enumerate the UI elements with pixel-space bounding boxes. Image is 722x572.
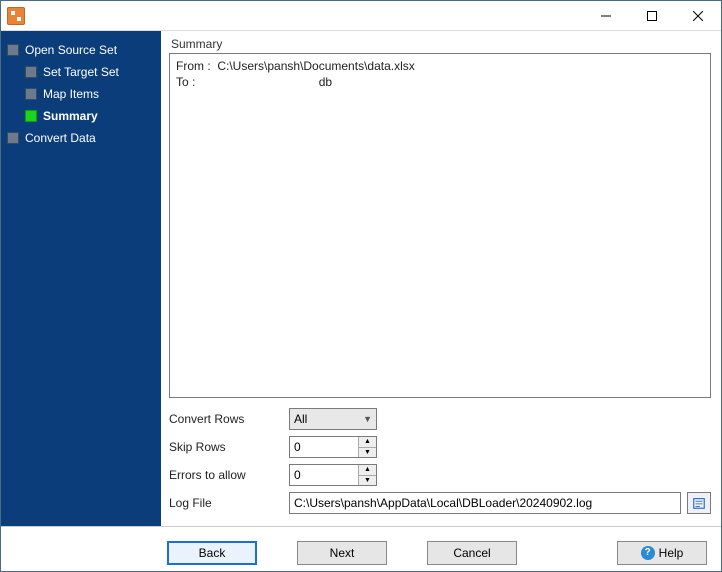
- cancel-button[interactable]: Cancel: [427, 541, 517, 565]
- errors-allow-spinner[interactable]: ▲ ▼: [289, 464, 377, 486]
- cancel-label: Cancel: [453, 546, 490, 560]
- next-button[interactable]: Next: [297, 541, 387, 565]
- summary-from-label: From :: [176, 59, 211, 73]
- errors-allow-input[interactable]: [290, 465, 358, 485]
- help-label: Help: [659, 546, 684, 560]
- summary-from-value: C:\Users\pansh\Documents\data.xlsx: [217, 59, 414, 73]
- close-button[interactable]: [675, 1, 721, 31]
- maximize-icon: [647, 11, 657, 21]
- nav-open-source-set[interactable]: Open Source Set: [7, 39, 159, 61]
- close-icon: [693, 11, 703, 21]
- log-file-input[interactable]: [290, 493, 680, 513]
- skip-rows-label: Skip Rows: [169, 440, 289, 454]
- skip-rows-spinner[interactable]: ▲ ▼: [289, 436, 377, 458]
- summary-title: Summary: [169, 37, 711, 51]
- nav-marker-icon: [25, 66, 37, 78]
- back-label: Back: [199, 546, 226, 560]
- nav-label: Summary: [43, 109, 98, 123]
- nav-label: Map Items: [43, 87, 99, 101]
- back-button[interactable]: Back: [167, 541, 257, 565]
- minimize-button[interactable]: [583, 1, 629, 31]
- summary-to-label: To :: [176, 75, 195, 89]
- nav-summary[interactable]: Summary: [7, 105, 159, 127]
- summary-to-value: db: [319, 75, 332, 89]
- next-label: Next: [330, 546, 355, 560]
- browse-log-button[interactable]: [687, 492, 711, 514]
- spin-up-button[interactable]: ▲: [359, 465, 376, 476]
- skip-rows-input[interactable]: [290, 437, 358, 457]
- nav-set-target-set[interactable]: Set Target Set: [7, 61, 159, 83]
- nav-marker-icon: [25, 110, 37, 122]
- nav-marker-icon: [7, 44, 19, 56]
- chevron-down-icon: ▼: [363, 414, 372, 424]
- nav-label: Open Source Set: [25, 43, 117, 57]
- nav-map-items[interactable]: Map Items: [7, 83, 159, 105]
- maximize-button[interactable]: [629, 1, 675, 31]
- spin-down-button[interactable]: ▼: [359, 476, 376, 486]
- summary-text-box: From : C:\Users\pansh\Documents\data.xls…: [169, 53, 711, 398]
- wizard-footer: Back Next Cancel ? Help: [1, 526, 721, 570]
- nav-label: Set Target Set: [43, 65, 119, 79]
- options-form: Convert Rows All ▼ Skip Rows ▲ ▼ Errors …: [169, 408, 711, 520]
- titlebar: [1, 1, 721, 31]
- errors-allow-label: Errors to allow: [169, 468, 289, 482]
- convert-rows-select[interactable]: All ▼: [289, 408, 377, 430]
- minimize-icon: [601, 11, 611, 21]
- help-icon: ?: [641, 546, 655, 560]
- log-file-field[interactable]: [289, 492, 681, 514]
- wizard-sidebar: Open Source Set Set Target Set Map Items…: [1, 31, 161, 526]
- browse-icon: [692, 496, 706, 510]
- nav-marker-icon: [25, 88, 37, 100]
- spin-down-button[interactable]: ▼: [359, 448, 376, 458]
- help-button[interactable]: ? Help: [617, 541, 707, 565]
- convert-rows-value: All: [294, 412, 307, 426]
- nav-label: Convert Data: [25, 131, 96, 145]
- main-panel: Summary From : C:\Users\pansh\Documents\…: [161, 31, 721, 526]
- nav-marker-icon: [7, 132, 19, 144]
- convert-rows-label: Convert Rows: [169, 412, 289, 426]
- nav-convert-data[interactable]: Convert Data: [7, 127, 159, 149]
- log-file-label: Log File: [169, 496, 289, 510]
- app-icon: [7, 7, 25, 25]
- spin-up-button[interactable]: ▲: [359, 437, 376, 448]
